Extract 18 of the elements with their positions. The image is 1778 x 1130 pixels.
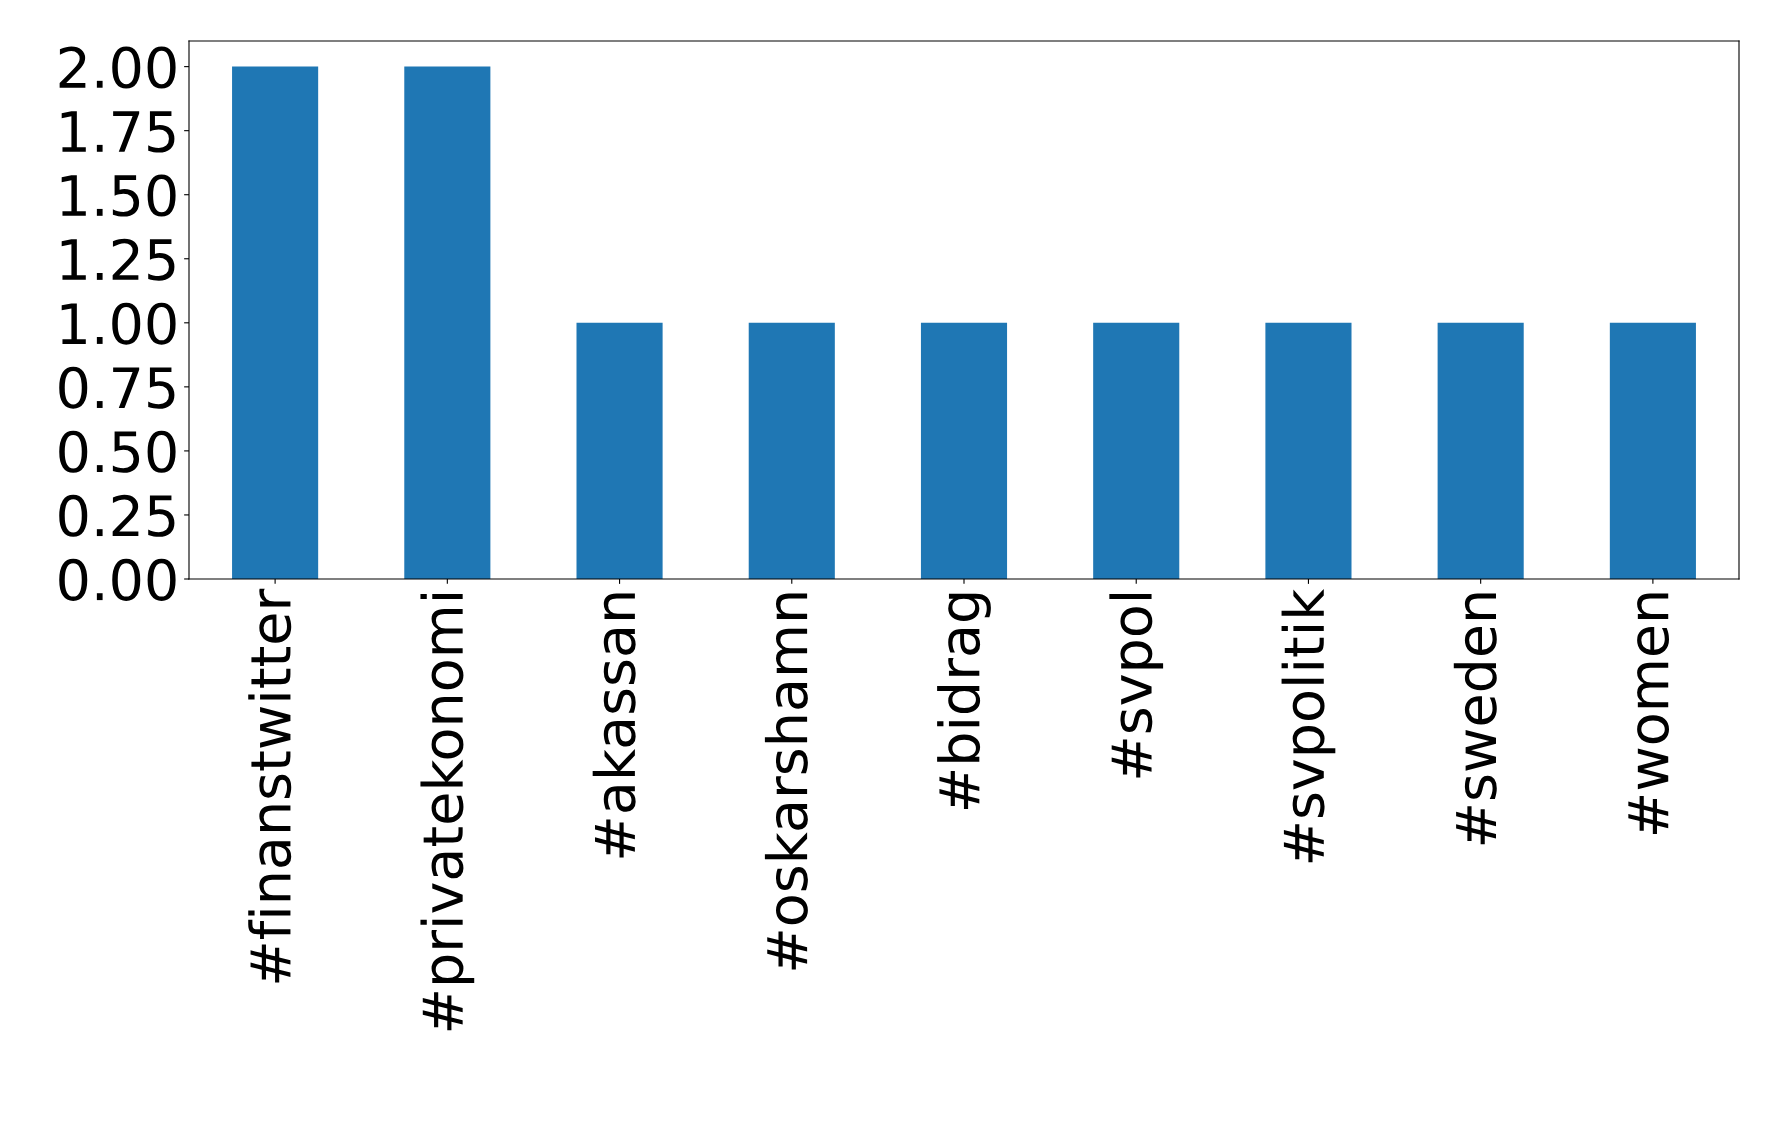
x-tick-label: #svpolitik [1281,588,1336,863]
x-tick-label: #akassan [592,593,636,858]
x-tick-label: #bidrag [937,593,991,810]
x-tick-label: #women [1628,593,1670,834]
y-tick-label: 1.25 [61,238,175,281]
y-tick-label: 0.00 [59,558,176,601]
x-tick-label: #privatekonomi [420,593,475,1031]
y-tick-label: 2.00 [59,46,176,89]
y-tick-label: 1.75 [61,111,175,153]
y-tick-label: 1.00 [61,302,176,345]
x-tick-label: #svpol [1109,593,1164,778]
y-tick-label: 0.75 [59,366,175,409]
y-tick-label: 1.50 [61,174,176,217]
y-tick-label: 0.50 [59,430,176,473]
x-tick-label: #oskarshamn [764,593,808,970]
x-tick-label: #sweden [1453,593,1497,845]
y-tick-label: 0.25 [59,494,175,537]
x-tick-label: #finanstwitter [248,588,292,983]
